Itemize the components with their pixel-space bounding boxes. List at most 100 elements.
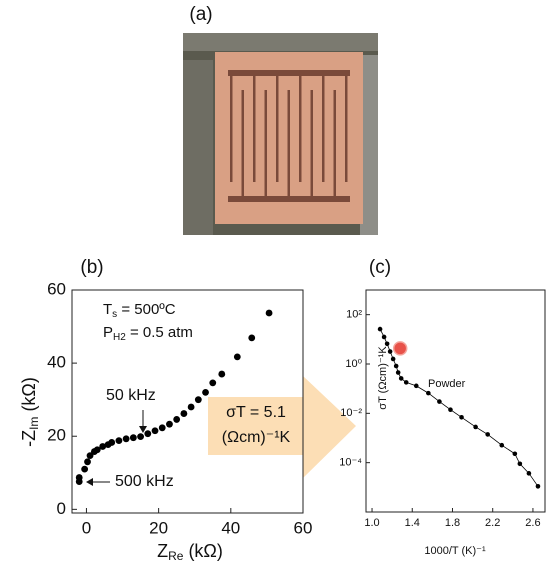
y-tick-label: 10⁻⁴ <box>339 457 362 469</box>
photo-clamp <box>183 60 213 235</box>
x-tick-label: 2.2 <box>485 517 500 529</box>
data-point <box>84 458 91 466</box>
x-tick-label: 1.8 <box>445 517 460 529</box>
data-point <box>93 446 101 454</box>
x-tick-label: 40 <box>221 518 240 537</box>
x-axis-label: 1000/T (K)⁻¹ <box>424 545 486 557</box>
data-point <box>151 427 159 435</box>
callout-arrow <box>208 376 356 478</box>
data-point <box>393 363 399 369</box>
data-point <box>180 410 188 417</box>
text-part: = 500ºC <box>117 301 176 318</box>
arrow-head <box>86 478 93 486</box>
y-tick-label: 10⁰ <box>345 358 362 370</box>
data-point <box>233 353 241 361</box>
electrode-finger <box>230 76 233 182</box>
data-point <box>108 439 116 446</box>
condition-text: Ts = 500ºC <box>103 301 176 320</box>
text-part: Z <box>157 541 168 561</box>
data-point <box>459 415 464 420</box>
data-point <box>129 434 137 442</box>
electrode-finger <box>264 90 267 196</box>
data-point <box>115 437 123 445</box>
data-point <box>381 334 387 340</box>
data-point <box>398 376 404 381</box>
highlight-point <box>392 341 408 356</box>
y-axis-label: σT (Ωcm)⁻¹K <box>377 346 389 410</box>
condition-text: PH2 = 0.5 atm <box>103 324 193 343</box>
panel-label: (b) <box>80 257 103 278</box>
data-point <box>86 452 94 460</box>
electrode-finger <box>276 76 279 182</box>
annotation: 500 kHz <box>115 473 174 490</box>
electrode-finger <box>299 76 302 182</box>
plot-frame <box>365 289 546 513</box>
data-point <box>526 471 532 476</box>
x-tick-label: 20 <box>149 518 168 537</box>
text-part: = 0.5 atm <box>126 324 193 341</box>
photo-clamp <box>183 33 378 51</box>
y-tick-label: 10² <box>346 309 362 321</box>
electrode-finger <box>253 76 256 182</box>
x-tick-label: 0 <box>82 518 91 537</box>
data-point <box>158 424 166 432</box>
text-part: T <box>103 301 112 318</box>
annotation: 50 kHz <box>106 387 156 404</box>
data-point <box>426 390 431 396</box>
data-point <box>173 416 181 423</box>
arrow-head <box>139 426 147 433</box>
panel-label: (c) <box>369 257 391 278</box>
y-tick-label: 40 <box>47 353 66 372</box>
data-point <box>194 396 202 404</box>
data-point <box>448 407 453 413</box>
data-point <box>265 309 273 317</box>
photo-clamp <box>360 55 378 235</box>
y-tick-label: 60 <box>47 279 66 298</box>
data-point <box>387 349 393 354</box>
electrode-finger <box>241 90 244 196</box>
annotation: Powder <box>428 378 466 390</box>
electrode-finger <box>333 90 336 196</box>
electrode-finger <box>345 76 348 182</box>
text-part: (kΩ) <box>183 541 222 561</box>
photo <box>183 33 378 235</box>
data-point <box>166 420 173 428</box>
data-point <box>99 443 107 450</box>
plot-frame <box>71 289 304 514</box>
electrode-finger <box>322 76 325 182</box>
data-point <box>122 435 130 443</box>
data-point <box>209 379 217 387</box>
data-point <box>187 403 195 411</box>
data-point <box>517 461 523 467</box>
y-tick-label: 20 <box>47 426 66 445</box>
x-tick-label: 1.0 <box>364 517 379 529</box>
text-part: H2 <box>113 332 126 343</box>
text-part: s <box>112 309 117 320</box>
data-point <box>512 451 518 457</box>
data-point <box>437 399 442 404</box>
panel-label: (a) <box>189 4 212 25</box>
data-point <box>390 356 396 362</box>
text-part: Im <box>27 417 41 430</box>
data-point <box>395 370 401 375</box>
y-tick-label: 0 <box>57 499 66 518</box>
data-point <box>535 484 541 489</box>
x-tick-label: 2.6 <box>525 517 540 529</box>
data-point <box>137 433 144 440</box>
data-point <box>413 383 419 389</box>
x-tick-label: 1.4 <box>405 517 420 529</box>
data-point <box>75 474 83 481</box>
data-point <box>485 432 490 437</box>
data-point <box>384 341 390 347</box>
data-point <box>248 334 256 342</box>
data-point <box>202 388 209 396</box>
callout-text: σT = 5.1 <box>226 404 286 421</box>
data-point <box>218 370 226 378</box>
data-point <box>473 424 478 430</box>
data-point <box>144 430 152 438</box>
data-point <box>81 465 89 473</box>
y-tick-label: 10⁻² <box>340 407 362 419</box>
data-point <box>403 380 409 385</box>
